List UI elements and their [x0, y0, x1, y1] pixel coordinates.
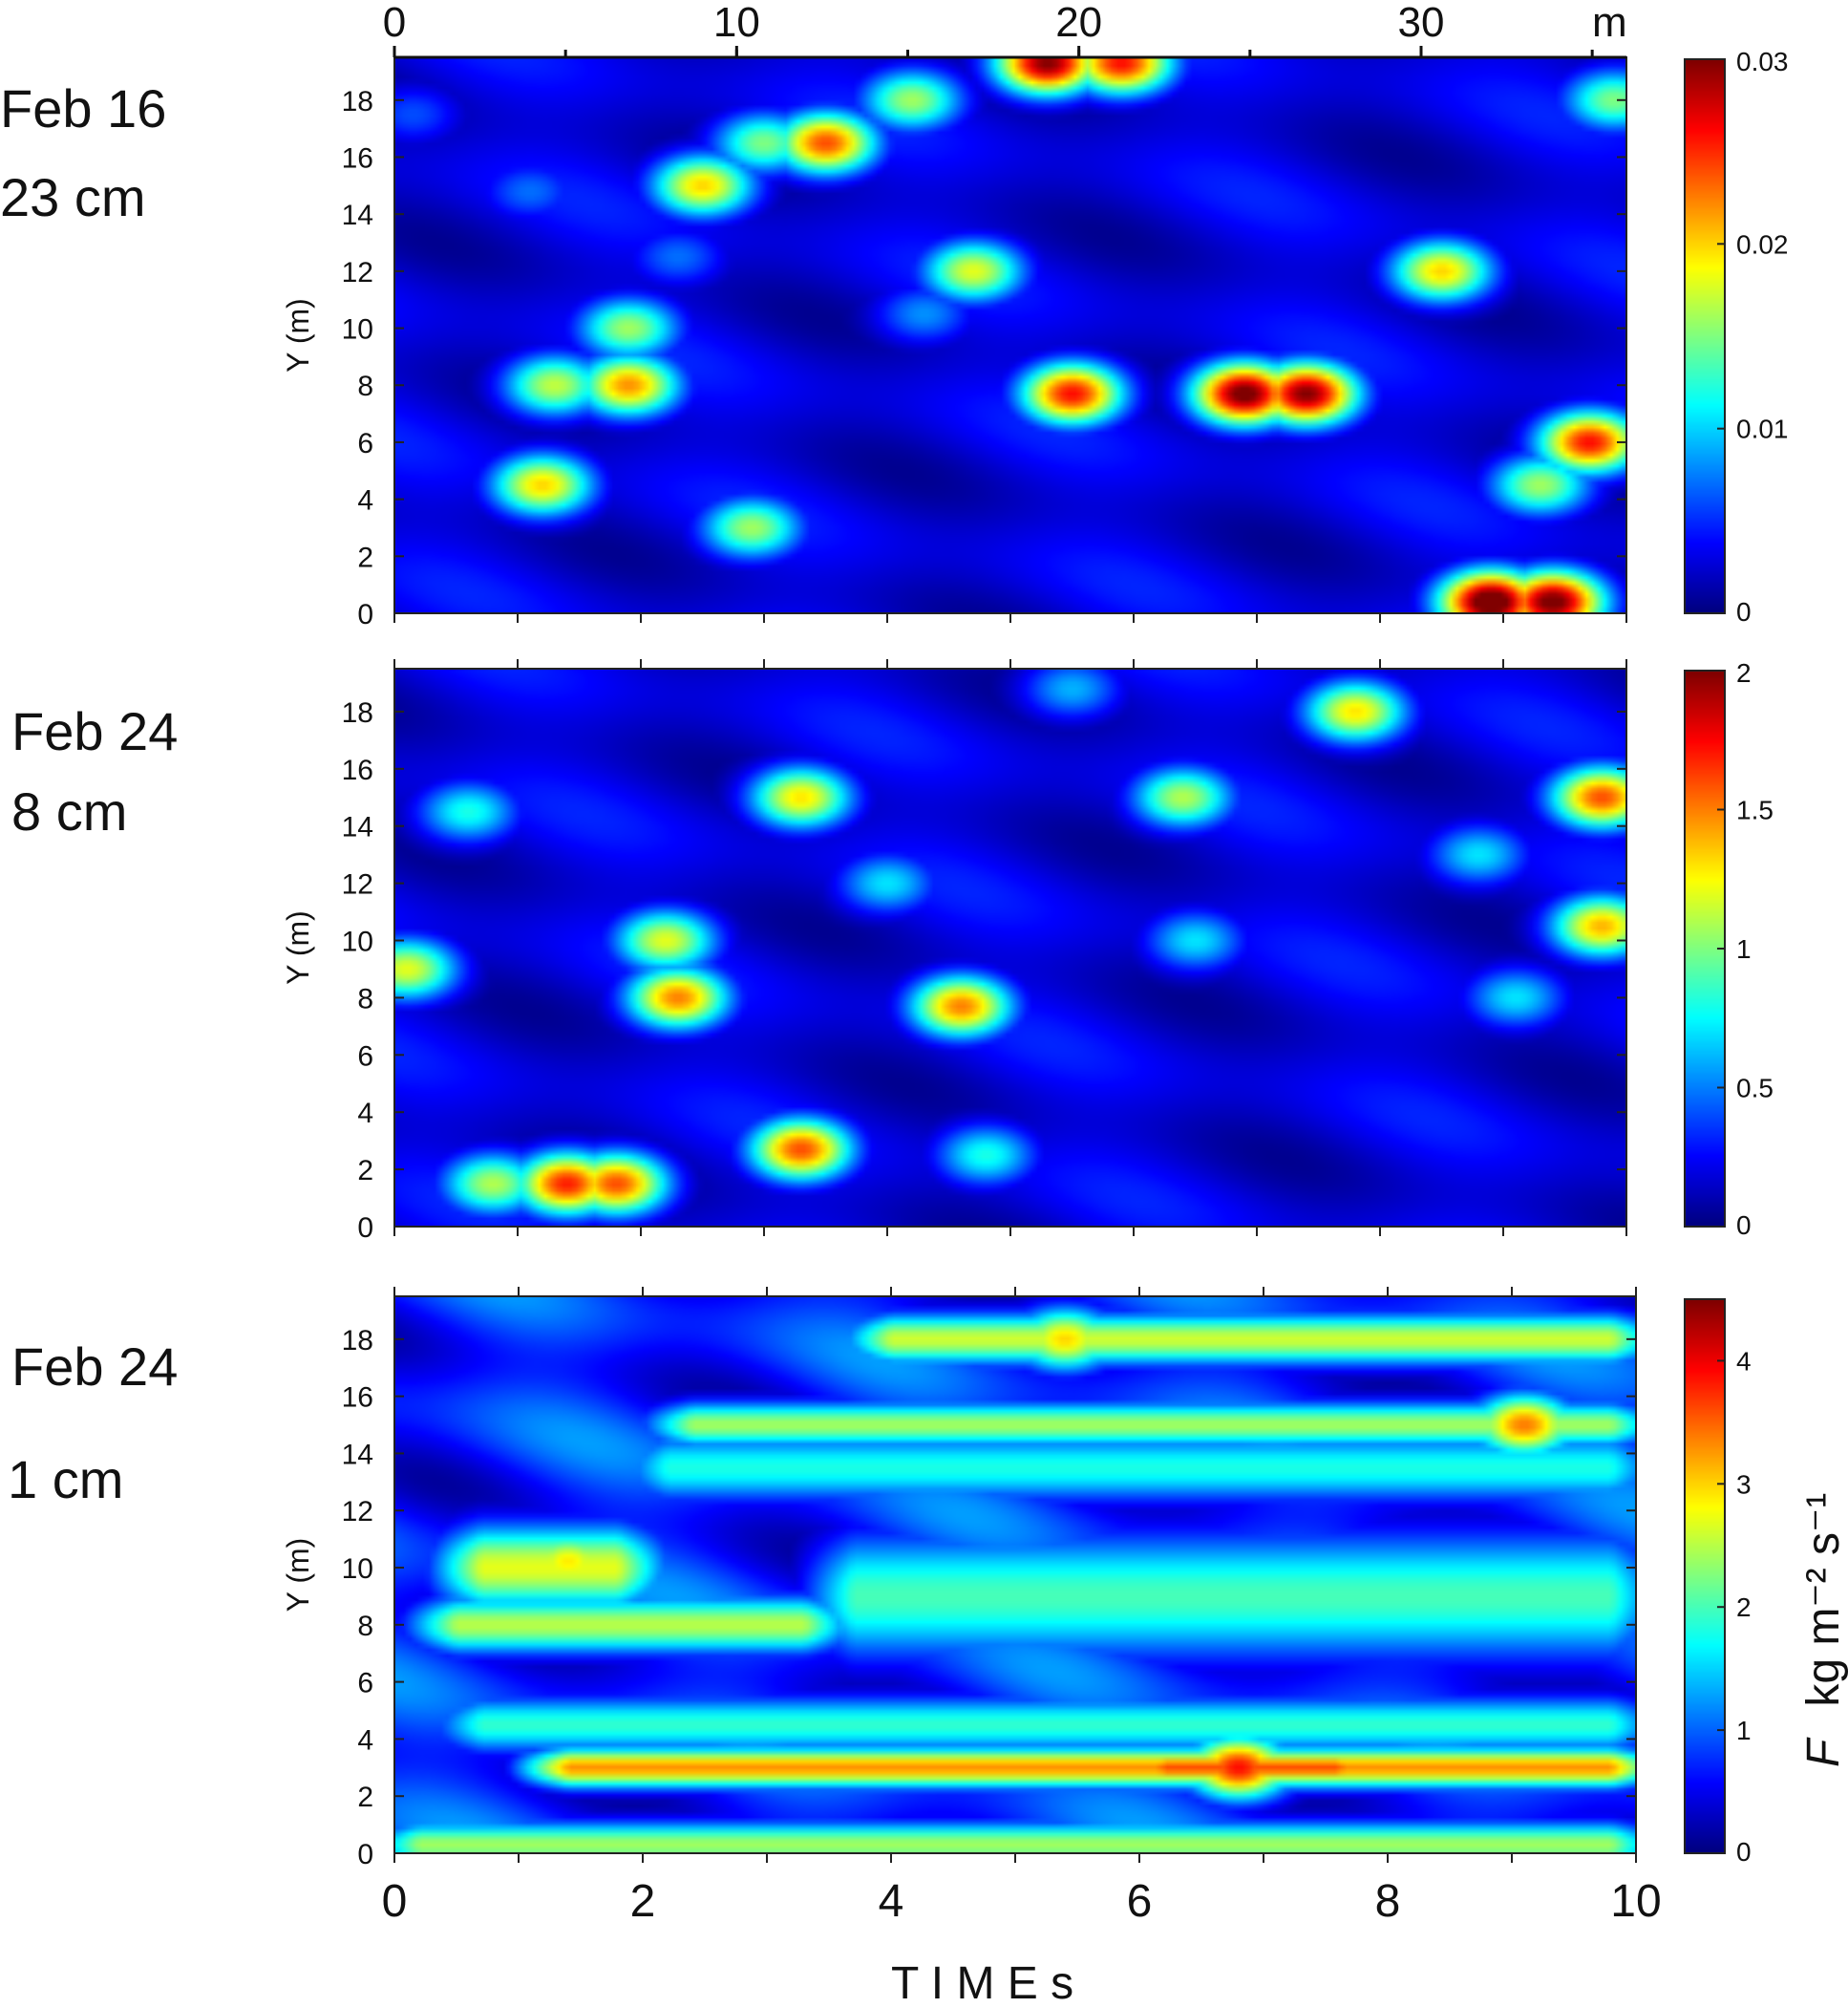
panel-1-label-date: Feb 16 — [0, 78, 166, 139]
panel-1-ylabel: Y (m) — [281, 298, 315, 373]
panel-2-ytick-label: 6 — [357, 1040, 373, 1072]
panel-2-ytick-label: 14 — [342, 812, 373, 844]
panel-3-ytick-label: 6 — [357, 1668, 373, 1699]
panel-3-cbtick-label: 0 — [1736, 1837, 1752, 1867]
heatmap-panel-1 — [394, 57, 1626, 613]
panel-1-label: Feb 16 23 cm — [0, 78, 166, 227]
panel-1-ytick-label: 8 — [357, 371, 373, 402]
top-axis-tick-label: 30 — [1398, 0, 1445, 46]
panel-2-ytick-label: 12 — [342, 869, 373, 901]
panel-2-cbtick-label: 2 — [1736, 658, 1752, 688]
bottom-xtick-label: 0 — [382, 1876, 408, 1927]
panel-2-ytick-label: 4 — [357, 1098, 373, 1129]
panel-3-colorbar-frame — [1684, 1298, 1726, 1854]
bottom-xlabel: T I M E s — [891, 1958, 1073, 2008]
panel-2-ylabel: Y (m) — [281, 910, 315, 985]
panel-2-ytick-label: 16 — [342, 755, 373, 786]
panel-2-ytick-label: 10 — [342, 927, 373, 958]
panel-3-ytick-label: 14 — [342, 1439, 373, 1470]
colorbar-unit-label: Fkg m⁻² s⁻¹ — [1798, 1493, 1848, 1767]
heatmap-panel-3 — [394, 1296, 1636, 1853]
bottom-xtick-label: 2 — [630, 1876, 656, 1927]
top-axis-tick-label: 20 — [1055, 0, 1102, 46]
panel-3-cbtick-label: 1 — [1736, 1716, 1752, 1745]
heatmap-panel-2 — [394, 669, 1626, 1227]
panel-2-cbtick-label: 1.5 — [1736, 796, 1774, 825]
panel-2-ytick-label: 18 — [342, 697, 373, 729]
colorbar-panel-1 — [1685, 59, 1725, 613]
panel-1-ytick-label: 16 — [342, 142, 373, 174]
panel-2-ytick-label: 8 — [357, 983, 373, 1015]
panel-3-cbtick-label: 4 — [1736, 1346, 1752, 1376]
panel-1-ytick-label: 18 — [342, 86, 373, 117]
panel-1-ytick-label: 0 — [357, 599, 373, 630]
panel-1-cbtick-label: 0.03 — [1736, 47, 1789, 76]
panel-2-label-depth: 8 cm — [11, 781, 127, 842]
panel-3-ytick-label: 12 — [342, 1496, 373, 1527]
colorbar-panel-3 — [1685, 1299, 1725, 1853]
top-axis-tick-label: 0 — [383, 0, 406, 46]
top-axis-tick-label: 10 — [713, 0, 760, 46]
panel-3-ytick-label: 10 — [342, 1553, 373, 1585]
panel-3-ytick-label: 8 — [357, 1611, 373, 1642]
panel-2-cbtick-label: 1 — [1736, 934, 1752, 964]
panel-1-cbtick-label: 0.02 — [1736, 229, 1789, 259]
panel-3-ytick-label: 2 — [357, 1782, 373, 1813]
panel-3-label: Feb 24 1 cm — [8, 1336, 178, 1509]
panel-3-ytick-label: 18 — [342, 1325, 373, 1356]
panel-2-label: Feb 24 8 cm — [11, 701, 178, 842]
panel-1-ytick-label: 2 — [357, 542, 373, 573]
panel-3-ylabel: Y (m) — [281, 1538, 315, 1613]
panel-1-ytick-label: 14 — [342, 200, 373, 231]
panel-1-label-depth: 23 cm — [0, 167, 146, 227]
panel-2-ytick-label: 2 — [357, 1155, 373, 1186]
panel-1-colorbar-frame — [1684, 58, 1726, 614]
panel-3-cbtick-label: 2 — [1736, 1592, 1752, 1622]
panel-3-ytick-label: 0 — [357, 1839, 373, 1870]
panel-3-label-depth: 1 cm — [8, 1449, 123, 1509]
panel-1-cbtick-label: 0 — [1736, 597, 1752, 627]
panel-2-ytick-label: 0 — [357, 1212, 373, 1244]
panel-1-ytick-label: 4 — [357, 485, 373, 517]
panel-1-cbtick-label: 0.01 — [1736, 415, 1789, 444]
panel-2-cbtick-label: 0 — [1736, 1210, 1752, 1240]
panel-3-cbtick-label: 3 — [1736, 1469, 1752, 1499]
bottom-xtick-label: 6 — [1127, 1876, 1153, 1927]
panel-1-ytick-label: 10 — [342, 314, 373, 346]
panel-3-ytick-label: 4 — [357, 1724, 373, 1756]
top-axis-unit: m — [1592, 0, 1627, 46]
panel-2-cbtick-label: 0.5 — [1736, 1074, 1774, 1103]
bottom-xtick-label: 10 — [1610, 1876, 1661, 1927]
panel-2-label-date: Feb 24 — [11, 701, 178, 761]
bottom-xtick-label: 8 — [1375, 1876, 1401, 1927]
panel-3-label-date: Feb 24 — [11, 1336, 178, 1397]
panel-1-ytick-label: 12 — [342, 257, 373, 288]
bottom-xtick-label: 4 — [879, 1876, 904, 1927]
panel-3-ytick-label: 16 — [342, 1382, 373, 1414]
panel-1-ytick-label: 6 — [357, 428, 373, 459]
